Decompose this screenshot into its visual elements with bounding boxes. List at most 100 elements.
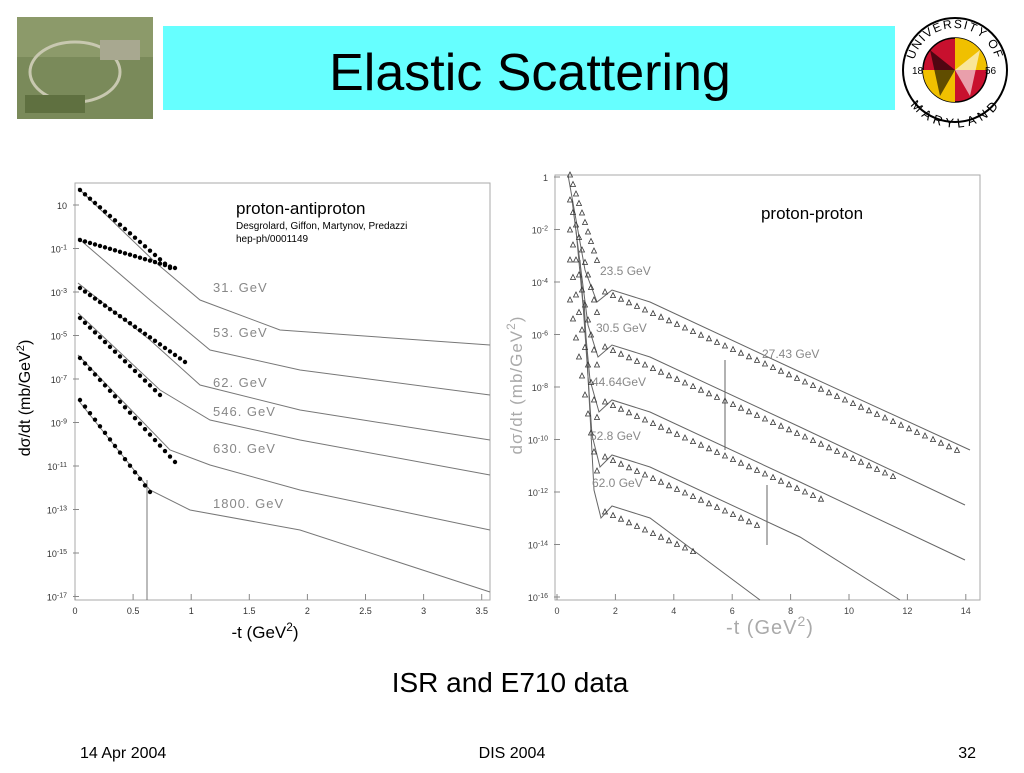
point: [581, 258, 589, 265]
point: [657, 313, 665, 320]
point: [77, 187, 83, 193]
point: [649, 309, 657, 316]
point: [825, 388, 833, 396]
point: [167, 349, 173, 354]
point: [809, 491, 817, 498]
point: [77, 285, 83, 291]
point: [117, 222, 123, 227]
y-tick-base: 10: [532, 383, 542, 393]
point: [609, 346, 617, 353]
point: [581, 218, 589, 225]
point: [801, 378, 809, 385]
point: [117, 313, 123, 319]
point: [82, 192, 88, 197]
right-x-label: -t (GeV2): [726, 613, 814, 639]
point: [641, 361, 649, 368]
point: [112, 248, 118, 253]
point: [117, 450, 123, 455]
point: [593, 256, 601, 263]
point: [817, 440, 825, 447]
point: [777, 477, 785, 484]
point: [689, 437, 697, 444]
point: [681, 489, 689, 496]
point: [753, 411, 761, 418]
point: [575, 233, 583, 240]
point: [633, 412, 641, 419]
right-x-label-main: -t (GeV: [726, 617, 797, 639]
point: [112, 443, 118, 449]
point: [77, 315, 83, 321]
point: [122, 317, 128, 322]
left-curves: [77, 187, 491, 600]
point: [147, 489, 153, 495]
curve-label: 62. GeV: [213, 375, 268, 390]
y-tick-base: 10: [51, 245, 61, 255]
point: [897, 421, 905, 428]
point: [569, 315, 577, 322]
y-tick-label: 10-4: [532, 278, 548, 289]
point: [578, 286, 586, 293]
curve-label: 1800. GeV: [213, 496, 284, 511]
point: [849, 399, 857, 406]
point: [673, 320, 681, 327]
point: [87, 325, 93, 330]
point: [681, 434, 689, 441]
y-tick-label: 10-10: [528, 435, 548, 446]
point: [172, 265, 178, 271]
y-tick-base: 10: [528, 541, 538, 551]
point: [721, 397, 729, 404]
point: [152, 387, 158, 393]
point: [681, 324, 689, 331]
point: [705, 444, 713, 452]
y-tick-label: 10-13: [47, 505, 67, 516]
curve-label: 23.5 GeV: [600, 264, 651, 278]
point: [82, 320, 88, 326]
y-tick-base: 10: [532, 331, 542, 341]
y-tick-base: 10: [57, 201, 67, 211]
point: [575, 353, 583, 360]
point: [625, 298, 633, 306]
point: [97, 243, 103, 249]
point: [601, 508, 609, 515]
point: [633, 302, 641, 309]
point: [127, 463, 133, 468]
point: [721, 342, 729, 349]
point: [593, 467, 601, 474]
point: [649, 364, 657, 371]
point: [147, 383, 153, 388]
point: [609, 291, 617, 298]
y-tick-exp: -17: [57, 592, 67, 599]
footer-event: DIS 2004: [479, 745, 546, 762]
point: [566, 226, 574, 233]
left-x-label-sup: 2: [286, 620, 293, 634]
point: [921, 432, 929, 439]
right-y-label-end: ): [507, 316, 526, 323]
point: [681, 544, 689, 551]
point: [625, 408, 633, 416]
y-tick-label: 10-3: [51, 288, 67, 299]
point: [137, 328, 143, 333]
point: [132, 368, 138, 374]
point: [633, 357, 641, 364]
point: [182, 359, 188, 365]
point: [112, 349, 118, 354]
y-tick-exp: -6: [542, 330, 548, 337]
point: [575, 308, 583, 315]
point: [745, 462, 753, 470]
point: [697, 386, 705, 393]
curve-label: 31. GeV: [213, 280, 268, 295]
point: [97, 299, 103, 305]
point: [673, 485, 681, 492]
point: [929, 435, 937, 442]
point: [92, 242, 98, 247]
point: [566, 256, 574, 263]
point: [745, 407, 753, 415]
point: [566, 296, 574, 303]
point: [825, 443, 833, 451]
point: [761, 415, 769, 422]
y-tick-label: 10-17: [47, 592, 67, 603]
point: [137, 421, 143, 426]
point: [142, 331, 148, 337]
point: [593, 308, 601, 315]
point: [609, 456, 617, 463]
